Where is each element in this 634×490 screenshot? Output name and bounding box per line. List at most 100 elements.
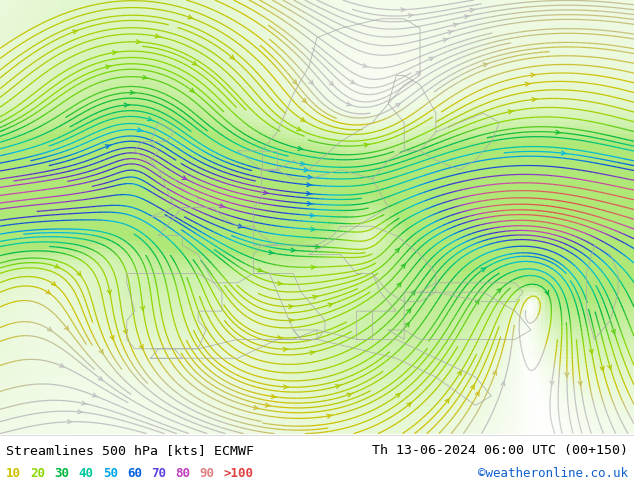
Text: 20: 20 — [30, 467, 46, 480]
FancyArrowPatch shape — [565, 373, 569, 377]
FancyArrowPatch shape — [254, 406, 259, 410]
FancyArrowPatch shape — [138, 128, 143, 132]
FancyArrowPatch shape — [289, 318, 294, 322]
FancyArrowPatch shape — [230, 55, 234, 59]
FancyArrowPatch shape — [429, 57, 434, 61]
FancyArrowPatch shape — [143, 75, 148, 79]
FancyArrowPatch shape — [297, 127, 301, 131]
FancyArrowPatch shape — [561, 151, 567, 155]
FancyArrowPatch shape — [556, 130, 561, 134]
FancyArrowPatch shape — [93, 393, 98, 397]
Text: >100: >100 — [223, 467, 253, 480]
FancyArrowPatch shape — [266, 403, 271, 407]
FancyArrowPatch shape — [531, 73, 536, 77]
FancyArrowPatch shape — [291, 248, 296, 252]
FancyArrowPatch shape — [46, 290, 50, 294]
FancyArrowPatch shape — [351, 80, 355, 83]
FancyArrowPatch shape — [445, 399, 449, 403]
FancyArrowPatch shape — [271, 394, 276, 398]
FancyArrowPatch shape — [328, 303, 333, 307]
FancyArrowPatch shape — [475, 300, 479, 304]
FancyArrowPatch shape — [298, 147, 304, 150]
FancyArrowPatch shape — [327, 414, 332, 418]
FancyArrowPatch shape — [77, 410, 83, 414]
FancyArrowPatch shape — [112, 51, 118, 54]
FancyArrowPatch shape — [124, 329, 127, 334]
FancyArrowPatch shape — [532, 98, 537, 101]
FancyArrowPatch shape — [578, 381, 582, 386]
FancyArrowPatch shape — [301, 162, 306, 166]
FancyArrowPatch shape — [347, 393, 353, 397]
FancyArrowPatch shape — [476, 392, 479, 396]
FancyArrowPatch shape — [278, 281, 283, 285]
FancyArrowPatch shape — [313, 295, 318, 299]
FancyArrowPatch shape — [51, 282, 56, 286]
FancyArrowPatch shape — [329, 81, 333, 85]
FancyArrowPatch shape — [238, 224, 243, 228]
FancyArrowPatch shape — [124, 103, 129, 107]
FancyArrowPatch shape — [288, 305, 294, 309]
FancyArrowPatch shape — [407, 403, 411, 407]
FancyArrowPatch shape — [401, 8, 406, 12]
FancyArrowPatch shape — [110, 336, 114, 340]
Text: 70: 70 — [151, 467, 166, 480]
FancyArrowPatch shape — [483, 63, 489, 67]
FancyArrowPatch shape — [278, 336, 283, 340]
FancyArrowPatch shape — [416, 72, 420, 75]
FancyArrowPatch shape — [600, 367, 604, 371]
FancyArrowPatch shape — [335, 385, 341, 389]
FancyArrowPatch shape — [258, 268, 263, 272]
FancyArrowPatch shape — [612, 329, 615, 334]
FancyArrowPatch shape — [458, 371, 462, 375]
FancyArrowPatch shape — [396, 103, 400, 107]
FancyArrowPatch shape — [301, 118, 305, 121]
FancyArrowPatch shape — [608, 365, 611, 369]
Text: 10: 10 — [6, 467, 22, 480]
FancyArrowPatch shape — [73, 30, 78, 34]
FancyArrowPatch shape — [481, 268, 486, 271]
FancyArrowPatch shape — [192, 61, 197, 65]
FancyArrowPatch shape — [310, 214, 315, 217]
Text: 30: 30 — [55, 467, 70, 480]
FancyArrowPatch shape — [148, 117, 153, 121]
FancyArrowPatch shape — [470, 8, 476, 12]
Text: Streamlines 500 hPa [kts] ECMWF: Streamlines 500 hPa [kts] ECMWF — [6, 444, 254, 457]
FancyArrowPatch shape — [470, 385, 474, 390]
FancyArrowPatch shape — [309, 80, 313, 84]
FancyArrowPatch shape — [188, 15, 193, 19]
FancyArrowPatch shape — [401, 264, 405, 268]
FancyArrowPatch shape — [308, 175, 313, 179]
FancyArrowPatch shape — [68, 420, 73, 424]
FancyArrowPatch shape — [108, 290, 112, 294]
FancyArrowPatch shape — [307, 201, 313, 205]
FancyArrowPatch shape — [48, 327, 52, 331]
FancyArrowPatch shape — [302, 98, 306, 102]
FancyArrowPatch shape — [443, 38, 448, 42]
Text: 40: 40 — [79, 467, 94, 480]
FancyArrowPatch shape — [65, 326, 68, 330]
FancyArrowPatch shape — [304, 168, 309, 172]
FancyArrowPatch shape — [106, 65, 111, 69]
FancyArrowPatch shape — [293, 80, 297, 84]
FancyArrowPatch shape — [347, 102, 352, 106]
FancyArrowPatch shape — [55, 264, 59, 268]
FancyArrowPatch shape — [307, 183, 312, 187]
FancyArrowPatch shape — [155, 34, 160, 38]
FancyArrowPatch shape — [589, 349, 593, 354]
FancyArrowPatch shape — [550, 381, 554, 385]
FancyArrowPatch shape — [60, 364, 64, 367]
FancyArrowPatch shape — [190, 88, 194, 92]
FancyArrowPatch shape — [411, 291, 415, 295]
FancyArrowPatch shape — [219, 204, 225, 207]
FancyArrowPatch shape — [545, 290, 548, 294]
Text: 80: 80 — [175, 467, 190, 480]
FancyArrowPatch shape — [453, 23, 458, 27]
FancyArrowPatch shape — [396, 393, 400, 397]
FancyArrowPatch shape — [501, 382, 505, 386]
FancyArrowPatch shape — [182, 176, 186, 179]
FancyArrowPatch shape — [310, 351, 316, 355]
FancyArrowPatch shape — [315, 245, 321, 248]
FancyArrowPatch shape — [139, 344, 143, 349]
FancyArrowPatch shape — [311, 227, 316, 231]
FancyArrowPatch shape — [100, 349, 103, 354]
